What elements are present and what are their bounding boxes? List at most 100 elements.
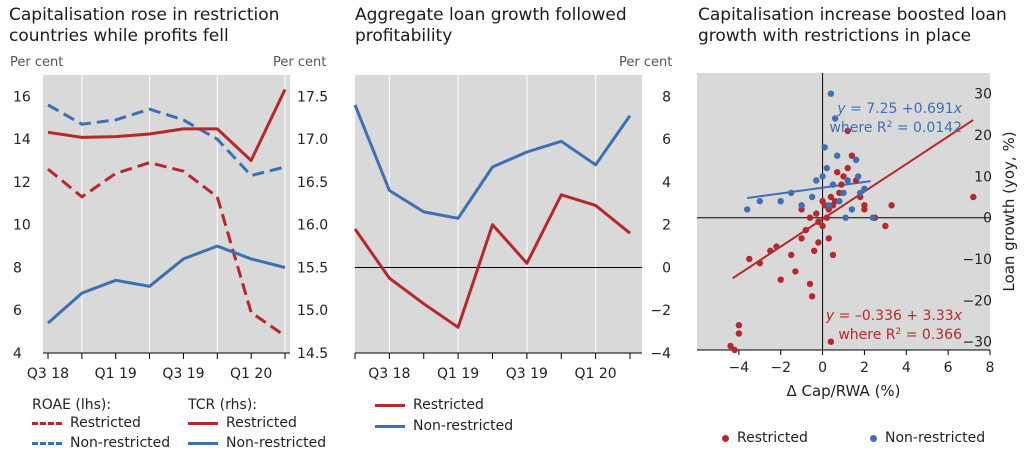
panel2-y-tick-label: 2 (662, 218, 671, 234)
panel1-y-left-tick-label: 4 (13, 346, 22, 362)
panel3-title-line1: Capitalisation increase boosted loan (698, 5, 1007, 25)
panel1-x-tick-label: Q3 18 (27, 366, 69, 382)
panel3-r2-sup: 2 (896, 327, 902, 337)
panel3-point-non-restricted (861, 185, 868, 192)
panel3-point-non-restricted (813, 177, 820, 184)
panel2-y-tick-label: −4 (650, 346, 671, 362)
panel1-title-line2: countries while profits fell (9, 26, 229, 46)
panel3-point-restricted (815, 239, 822, 246)
panel2-y-tick-label: 8 (662, 89, 671, 105)
panel2-x-tick-label: Q3 19 (506, 366, 548, 382)
panel1-y-right-tick-label: 15.0 (297, 303, 328, 319)
panel3-point-restricted (840, 173, 847, 180)
panel3-equation-x: x (953, 101, 963, 117)
panel3-equation-non-restricted: y = 7.25 +0.691x (836, 101, 962, 117)
panel3-point-non-restricted (855, 173, 862, 180)
legend-tcr-heading: TCR (rhs): (188, 397, 258, 413)
panel3-point-non-restricted (827, 90, 835, 97)
legend-swatch-solid-restricted (188, 421, 218, 425)
panel3-x-tick-label: 8 (986, 360, 995, 376)
panel1-series-line-roae-restricted (47, 161, 286, 338)
panel3-point-restricted (861, 202, 868, 209)
legend3-dot-non-restricted (870, 434, 877, 442)
panel3-x-tick-label: 0 (818, 360, 827, 376)
panel1-unit-right: Per cent (273, 55, 327, 70)
panel3-r2-pre: where R (829, 120, 886, 136)
panel3-point-restricted (844, 164, 851, 172)
panel3-point-restricted (825, 235, 832, 242)
legend2-restricted-label: Restricted (413, 397, 484, 413)
panel3-fit-line-non-restricted (747, 180, 871, 200)
legend2-swatch-restricted (375, 403, 405, 407)
panel3-point-restricted (798, 235, 805, 242)
panel3-point-non-restricted (788, 189, 795, 197)
panel1-series-line-tcr-restricted (47, 88, 287, 162)
panel1-series-line-roae-non-restricted (47, 103, 286, 177)
panel3-point-non-restricted (869, 214, 876, 221)
panel2-title-line2: profitability (355, 26, 453, 46)
panel3-y-tick-label: −30 (962, 335, 992, 351)
panel3-x-tick-label: 6 (944, 360, 953, 376)
panel1-y-left-tick-label: 14 (13, 132, 31, 148)
panel3-point-non-restricted (744, 206, 751, 213)
panel3-point-restricted (735, 330, 743, 337)
legend-tcr-non-restricted: Non-restricted (188, 435, 326, 451)
panel3-equation-body: = –0.336 + 3.33 (834, 308, 954, 324)
panel3-y-tick-label: 20 (974, 128, 992, 144)
panel1-y-left-tick-label: 12 (13, 175, 31, 191)
panel3-point-non-restricted (857, 189, 864, 197)
panel3-point-non-restricted (808, 193, 816, 201)
panel3-point-non-restricted (844, 177, 851, 184)
panel3-equation-y: y (836, 101, 846, 117)
legend2-swatch-non-restricted (375, 424, 405, 428)
panel3-equation-restricted: y = –0.336 + 3.33x (825, 308, 963, 324)
panel1-y-right-tick-label: 15.5 (297, 260, 328, 276)
panel3-point-restricted (767, 247, 774, 254)
panel3-point-restricted (811, 247, 818, 254)
panel1-y-left-tick-label: 8 (13, 260, 22, 276)
panel3-point-restricted (806, 280, 814, 288)
panel2-y-tick-label: 4 (662, 175, 671, 191)
panel3-x-tick-label: −4 (729, 360, 750, 376)
panel3-point-restricted (844, 127, 851, 135)
panel3-point-restricted (888, 202, 895, 209)
panel3-title-line2: growth with restrictions in place (698, 26, 972, 46)
panel3-point-restricted (970, 193, 977, 201)
panel2-y-tick-label: 0 (662, 260, 671, 276)
panel3-point-non-restricted (823, 164, 830, 172)
legend-roae-non-restricted-label: Non-restricted (70, 435, 171, 451)
panel1-y-right-tick-label: 14.5 (297, 346, 328, 362)
panel2-x-tick-label: Q1 19 (437, 366, 479, 382)
panel3-point-non-restricted (840, 189, 847, 197)
panel3-point-restricted (806, 214, 814, 221)
panel3-x-tick-label: 2 (860, 360, 869, 376)
panel2-y-tick-label: −2 (650, 303, 671, 319)
legend-roae-heading: ROAE (lhs): (32, 397, 112, 413)
panel2-unit-right: Per cent (619, 55, 673, 70)
panel3-point-restricted (735, 322, 743, 329)
panel3-point-restricted (788, 251, 795, 259)
legend2-restricted: Restricted (375, 397, 484, 413)
panel1-y-left-tick-label: 16 (13, 89, 31, 105)
panel1-y-left-tick-label: 6 (13, 303, 22, 319)
panel1-x-tick-label: Q1 19 (95, 366, 137, 382)
legend-swatch-dashed-restricted (32, 421, 62, 425)
panel3-point-restricted (848, 152, 856, 159)
panel3-point-restricted (827, 338, 835, 345)
panel1-plot-area (43, 75, 290, 353)
panel1-chart: Q3 18 Q1 19 Q3 19 Q1 20 4 6 8 10 12 14 16 14.5 15.0 1… (13, 75, 328, 382)
panel3-y-tick-label: 30 (974, 87, 992, 103)
panel3-equation-body: = 7.25 +0.691 (846, 101, 954, 117)
panel2-series-line-non-restricted (353, 104, 632, 220)
panel1-series-line-tcr-non-restricted (47, 244, 286, 325)
panel3-point-restricted (823, 214, 830, 221)
panel3-point-restricted (834, 169, 841, 176)
panel1-y-right-tick-label: 17.5 (297, 89, 328, 105)
legend3-non-restricted: Non-restricted (870, 430, 985, 446)
panel3-point-non-restricted (842, 214, 849, 221)
legend3-restricted-label: Restricted (737, 430, 808, 446)
legend3-restricted: Restricted (722, 430, 808, 446)
panel1-x-tick-label: Q1 20 (230, 366, 272, 382)
panel3-point-restricted (827, 193, 835, 201)
